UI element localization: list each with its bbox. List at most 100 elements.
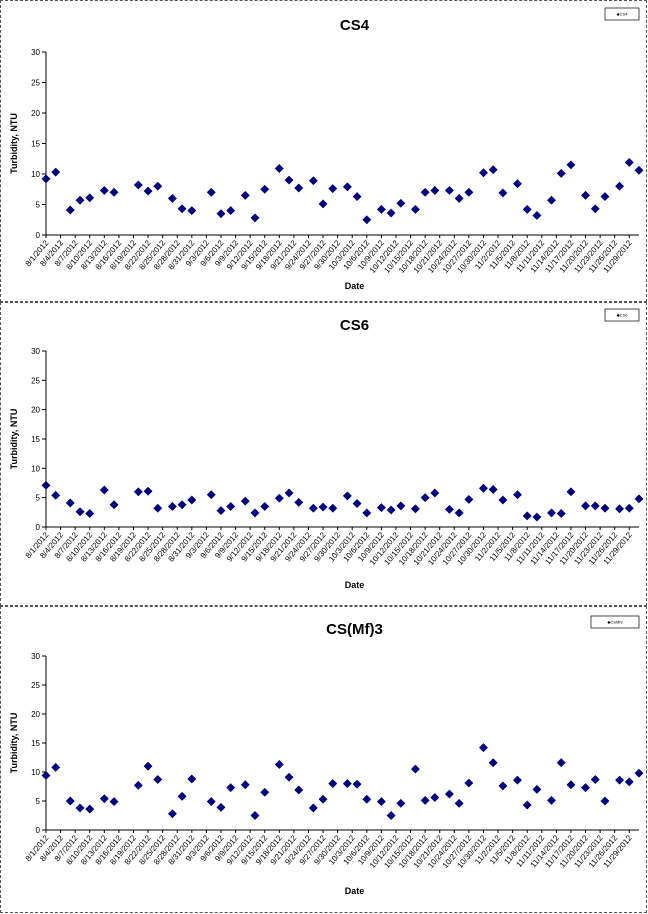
data-point-cs4 bbox=[143, 186, 153, 196]
data-point-csmf3 bbox=[216, 802, 226, 812]
y-axis-title: Turbidity, NTU bbox=[9, 713, 19, 774]
data-point-cs4 bbox=[478, 168, 489, 178]
data-point-cs4 bbox=[65, 205, 75, 215]
data-point-cs4 bbox=[556, 168, 566, 178]
data-point-csmf3 bbox=[250, 810, 260, 821]
data-point-cs6 bbox=[590, 501, 600, 511]
data-point-csmf3 bbox=[522, 800, 532, 810]
data-point-csmf3 bbox=[328, 779, 338, 789]
data-point-cs4 bbox=[352, 192, 362, 202]
y-axis-title: Turbidity, NTU bbox=[9, 409, 19, 470]
data-point-cs4 bbox=[532, 210, 542, 221]
data-point-csmf3 bbox=[376, 797, 386, 807]
data-point-csmf3 bbox=[284, 772, 294, 782]
y-tick-label: 20 bbox=[31, 109, 40, 118]
data-point-cs6 bbox=[410, 504, 420, 514]
y-tick-label: 30 bbox=[31, 347, 40, 356]
data-point-cs6 bbox=[634, 494, 644, 504]
y-tick-label: 20 bbox=[31, 710, 40, 719]
data-point-csmf3 bbox=[143, 761, 153, 771]
data-point-cs6 bbox=[133, 487, 143, 497]
data-point-cs6 bbox=[65, 498, 75, 508]
data-point-cs4 bbox=[216, 209, 226, 219]
data-point-cs6 bbox=[187, 495, 197, 505]
legend-box bbox=[590, 615, 640, 629]
data-point-cs4 bbox=[430, 185, 440, 196]
data-point-cs6 bbox=[386, 505, 396, 515]
chart-title: CS(Mf)3 bbox=[326, 621, 383, 638]
y-tick-label: 10 bbox=[31, 768, 40, 777]
data-point-cs6 bbox=[444, 504, 454, 514]
data-point-cs4 bbox=[133, 180, 143, 190]
data-point-cs6 bbox=[240, 496, 250, 506]
data-point-cs4 bbox=[284, 175, 294, 185]
data-point-cs6 bbox=[109, 500, 119, 510]
legend-entry: ◆CS6 bbox=[617, 313, 629, 318]
data-point-cs4 bbox=[250, 213, 260, 223]
y-tick-label: 5 bbox=[36, 201, 41, 210]
data-point-csmf3 bbox=[206, 797, 216, 807]
data-point-cs6 bbox=[566, 487, 576, 497]
chart-panel-csmf3: CS(Mf)3 ◆CSMf3 0 5 10 15 20 25 30 8/1/2012 8/4/201… bbox=[0, 606, 647, 913]
data-point-csmf3 bbox=[580, 783, 591, 793]
data-point-csmf3 bbox=[410, 764, 420, 774]
data-point-cs4 bbox=[274, 163, 284, 174]
data-point-cs6 bbox=[274, 493, 284, 503]
data-point-csmf3 bbox=[464, 778, 474, 788]
legend-entry: ◆CSMf3 bbox=[607, 620, 623, 625]
data-point-csmf3 bbox=[478, 743, 489, 753]
data-point-csmf3 bbox=[109, 797, 119, 807]
data-point-cs6 bbox=[512, 490, 523, 500]
data-point-csmf3 bbox=[240, 780, 250, 790]
data-point-csmf3 bbox=[634, 768, 644, 778]
data-point-csmf3 bbox=[454, 798, 464, 808]
data-point-cs4 bbox=[167, 193, 177, 203]
data-point-csmf3 bbox=[318, 794, 328, 804]
data-point-cs6 bbox=[615, 504, 625, 514]
data-point-cs4 bbox=[308, 176, 318, 186]
data-point-cs6 bbox=[284, 488, 294, 498]
data-point-csmf3 bbox=[488, 758, 498, 768]
chart-svg-cs6: CS6◆CS60510152025308/1/20128/4/20128/7/2… bbox=[9, 308, 644, 590]
y-tick-label: 0 bbox=[36, 826, 41, 835]
y-tick-label: 10 bbox=[31, 170, 40, 179]
data-point-cs6 bbox=[99, 485, 109, 495]
data-point-cs6 bbox=[580, 501, 591, 511]
data-point-cs6 bbox=[522, 511, 532, 521]
y-tick-label: 15 bbox=[31, 739, 40, 748]
x-axis-title: Date bbox=[345, 580, 365, 590]
data-point-cs6 bbox=[294, 497, 304, 507]
data-point-cs6 bbox=[41, 480, 51, 490]
data-point-csmf3 bbox=[566, 780, 576, 790]
data-point-cs6 bbox=[376, 503, 386, 513]
data-point-cs4 bbox=[546, 195, 557, 205]
data-point-cs6 bbox=[226, 501, 236, 512]
chart-title: CS4 bbox=[340, 17, 370, 34]
data-point-cs6 bbox=[260, 501, 270, 512]
data-point-cs4 bbox=[386, 208, 396, 218]
chart-svg-csmf3: CS(Mf)3 ◆CSMf30510152025308/1/20128/4/201… bbox=[9, 615, 644, 896]
data-point-csmf3 bbox=[167, 809, 177, 819]
data-point-cs4 bbox=[580, 190, 591, 200]
data-point-cs6 bbox=[396, 501, 406, 511]
data-point-csmf3 bbox=[420, 795, 430, 805]
data-point-cs4 bbox=[109, 187, 119, 197]
data-point-csmf3 bbox=[600, 796, 610, 806]
data-point-csmf3 bbox=[624, 777, 634, 787]
data-point-cs4 bbox=[522, 204, 532, 214]
chart-panel-cs4: CS4 ◆CS4 0 5 10 15 20 25 30 8/1/2012 8/4/2012 8/7/2… bbox=[0, 0, 647, 302]
data-point-cs4 bbox=[566, 160, 576, 170]
data-point-cs4 bbox=[362, 215, 372, 225]
data-point-csmf3 bbox=[177, 791, 187, 801]
data-point-cs6 bbox=[308, 503, 318, 513]
x-axis-title: Date bbox=[345, 281, 365, 291]
data-point-cs6 bbox=[328, 503, 338, 513]
data-point-cs4 bbox=[624, 157, 634, 167]
data-point-cs6 bbox=[488, 484, 498, 495]
data-point-cs4 bbox=[634, 165, 644, 175]
data-point-csmf3 bbox=[590, 774, 600, 785]
data-point-cs6 bbox=[143, 486, 153, 496]
y-tick-label: 5 bbox=[36, 797, 41, 806]
data-point-csmf3 bbox=[386, 810, 396, 821]
data-point-csmf3 bbox=[556, 758, 566, 768]
